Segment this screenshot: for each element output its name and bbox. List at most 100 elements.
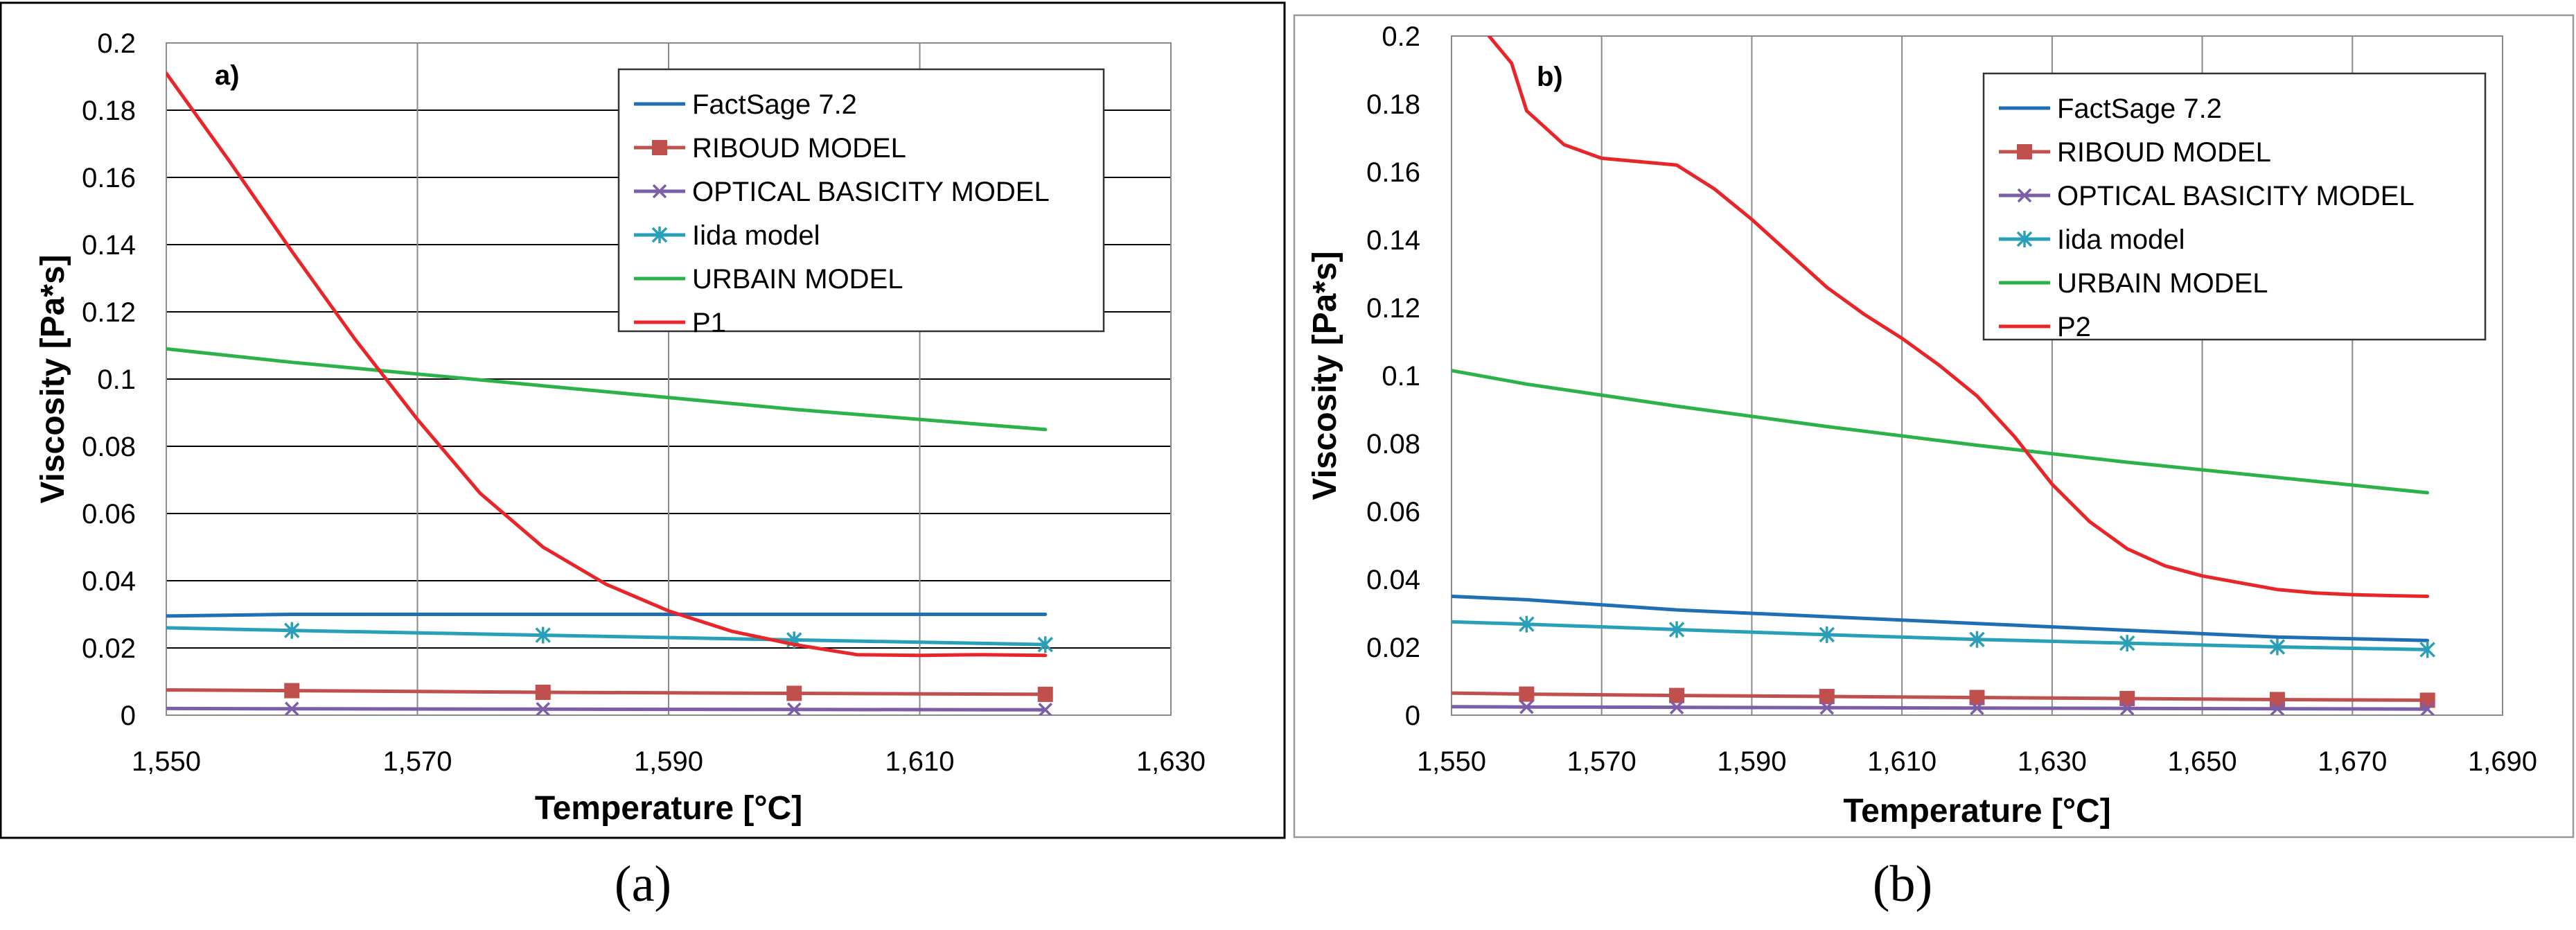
legend-label-a-factsage-7-2: FactSage 7.2 — [692, 89, 857, 120]
y-tick-label-b-7: 0.14 — [1366, 225, 1420, 256]
legend-label-b-urbain-model: URBAIN MODEL — [2057, 268, 2268, 299]
data-point-b-optical-basicity-model-6-stroke-2 — [2270, 701, 2285, 715]
x-tick-label-a-0: 1,550 — [132, 746, 201, 777]
y-tick-label-b-3: 0.06 — [1366, 497, 1420, 527]
data-point-a-optical-basicity-model-1-stroke-2 — [285, 701, 299, 715]
panel-a-chart: 0 0.02 0.04 0.06 0.08 0.1 0.12 0.14 0.16 0.18 0.2 1… — [35, 28, 1206, 827]
y-tick-label-a-6: 0.12 — [82, 297, 136, 328]
x-tick-label-b-4: 1,630 — [2018, 746, 2087, 777]
data-point-b-iida-model-4 — [1969, 631, 1985, 648]
data-point-b-optical-basicity-model-7-stroke-2 — [2420, 701, 2435, 715]
y-tick-label-a-0: 0 — [121, 701, 136, 731]
y-tick-label-b-8: 0.16 — [1366, 157, 1420, 188]
y-tick-label-a-8: 0.16 — [82, 163, 136, 193]
x-tick-label-a-4: 1,630 — [1136, 746, 1206, 777]
legend-box-a — [617, 68, 1105, 333]
x-axis-title-a: Temperature [°C] — [535, 790, 802, 827]
series-line-a-optical-basicity-model — [166, 706, 1048, 712]
data-point-b-optical-basicity-model-3 — [1819, 700, 1835, 715]
data-point-b-iida-model-3 — [1819, 626, 1835, 643]
y-tick-label-a-7: 0.14 — [82, 230, 136, 261]
y-tick-label-a-2: 0.04 — [82, 566, 136, 597]
series-line-b-riboud-model — [1452, 691, 2430, 702]
data-point-b-iida-model-1 — [1519, 615, 1535, 633]
data-point-a-optical-basicity-model-4-stroke-2 — [1038, 703, 1052, 715]
legend-label-a-urbain-model: URBAIN MODEL — [692, 264, 903, 295]
data-point-a-iida-model-2 — [535, 626, 551, 644]
y-tick-label-a-4: 0.08 — [82, 432, 136, 462]
legend-b: FactSage 7.2 RIBOUD MODEL OPTICAL BASICITY… — [1982, 72, 2487, 342]
data-point-b-riboud-model-2 — [1669, 687, 1685, 703]
data-point-a-riboud-model-3 — [786, 685, 802, 701]
series-line-b-p2 — [1487, 36, 2430, 598]
y-tick-label-a-10: 0.2 — [97, 28, 136, 59]
data-point-b-riboud-model-3 — [1819, 689, 1835, 705]
y-axis-title-a: Viscosity [Pa*s] — [35, 254, 71, 503]
legend-label-a-riboud-model: RIBOUD MODEL — [692, 133, 906, 164]
x-tick-label-a-3: 1,610 — [885, 746, 954, 777]
data-point-a-optical-basicity-model-2 — [536, 702, 550, 715]
data-point-b-optical-basicity-model-1 — [1519, 700, 1534, 714]
series-line-b-urbain-model — [1452, 369, 2430, 495]
data-point-b-riboud-model-1 — [1519, 686, 1535, 702]
data-point-b-optical-basicity-model-7 — [2420, 701, 2435, 715]
x-tick-label-b-7: 1,690 — [2468, 746, 2537, 777]
legend-marker-a-optical-basicity-model — [652, 184, 667, 199]
legend-label-a-optical-basicity-model: OPTICAL BASICITY MODEL — [692, 177, 1050, 207]
legend-a: FactSage 7.2 RIBOUD MODEL OPTICAL BASICITY… — [617, 68, 1105, 338]
panel-b-caption: (b) — [1873, 856, 1932, 913]
x-tick-label-b-2: 1,590 — [1717, 746, 1786, 777]
y-tick-label-a-1: 0.02 — [82, 633, 136, 664]
data-point-b-iida-model-2 — [1668, 621, 1685, 638]
legend-label-b-optical-basicity-model: OPTICAL BASICITY MODEL — [2057, 181, 2415, 211]
y-tick-label-b-2: 0.04 — [1366, 565, 1420, 595]
x-tick-label-a-1: 1,570 — [382, 746, 452, 777]
series-line-a-factsage-7-2 — [166, 613, 1048, 618]
plot-area-b — [1451, 35, 2503, 716]
y-tick-label-b-9: 0.18 — [1366, 89, 1420, 120]
y-tick-label-b-0: 0 — [1405, 701, 1420, 731]
panel-label-a: a) — [215, 60, 240, 91]
x-tick-label-a-2: 1,590 — [634, 746, 703, 777]
legend-label-a-iida-model: Iida model — [692, 220, 820, 251]
y-tick-label-b-4: 0.08 — [1366, 429, 1420, 459]
legend-marker-a-iida-model — [651, 227, 668, 243]
data-point-a-iida-model-4 — [1037, 636, 1053, 653]
legend-marker-b-riboud-model — [2017, 144, 2032, 159]
legend-label-b-riboud-model: RIBOUD MODEL — [2057, 137, 2271, 168]
x-axis-title-b: Temperature [°C] — [1843, 793, 2110, 830]
data-point-b-optical-basicity-model-5-stroke-2 — [2119, 701, 2135, 715]
legend-label-a-p1: P1 — [692, 308, 726, 338]
data-point-a-iida-model-1 — [284, 622, 300, 639]
x-tick-label-b-3: 1,610 — [1867, 746, 1937, 777]
series-group-b — [1452, 36, 2435, 715]
panel-b-chart: 0 0.02 0.04 0.06 0.08 0.1 0.12 0.14 0.16 0.18 0.2 1… — [1307, 21, 2537, 830]
legend-marker-b-optical-basicity-model — [2017, 188, 2032, 203]
legend-label-b-factsage-7-2: FactSage 7.2 — [2057, 94, 2222, 124]
y-axis-title-b: Viscosity [Pa*s] — [1307, 251, 1343, 500]
data-point-b-riboud-model-5 — [2119, 690, 2135, 706]
data-point-b-optical-basicity-model-3-stroke-2 — [1819, 700, 1835, 715]
data-point-a-optical-basicity-model-1 — [285, 701, 299, 715]
data-point-b-iida-model-7 — [2419, 641, 2435, 658]
y-tick-label-b-1: 0.02 — [1366, 633, 1420, 663]
data-point-a-optical-basicity-model-3 — [787, 702, 802, 715]
data-point-b-iida-model-6 — [2269, 638, 2286, 656]
panel-a-caption: (a) — [615, 856, 671, 913]
data-point-a-optical-basicity-model-4 — [1038, 703, 1052, 715]
x-tick-label-b-1: 1,570 — [1567, 746, 1637, 777]
x-tick-label-b-0: 1,550 — [1417, 746, 1486, 777]
data-point-b-optical-basicity-model-2-stroke-2 — [1669, 700, 1684, 714]
data-point-a-riboud-model-1 — [284, 683, 300, 699]
legend-marker-b-optical-basicity-model-stroke-2 — [2017, 188, 2032, 203]
y-tick-label-a-3: 0.06 — [82, 499, 136, 529]
series-line-b-optical-basicity-model — [1452, 705, 2430, 711]
data-point-a-optical-basicity-model-2-stroke-2 — [536, 702, 550, 715]
series-line-a-p1 — [166, 71, 1048, 658]
data-point-b-riboud-model-4 — [1969, 690, 1985, 705]
series-line-a-urbain-model — [166, 346, 1048, 432]
series-line-b-factsage-7-2 — [1452, 595, 2430, 642]
data-point-b-optical-basicity-model-4 — [1970, 701, 1984, 715]
data-point-b-optical-basicity-model-2 — [1669, 700, 1684, 714]
